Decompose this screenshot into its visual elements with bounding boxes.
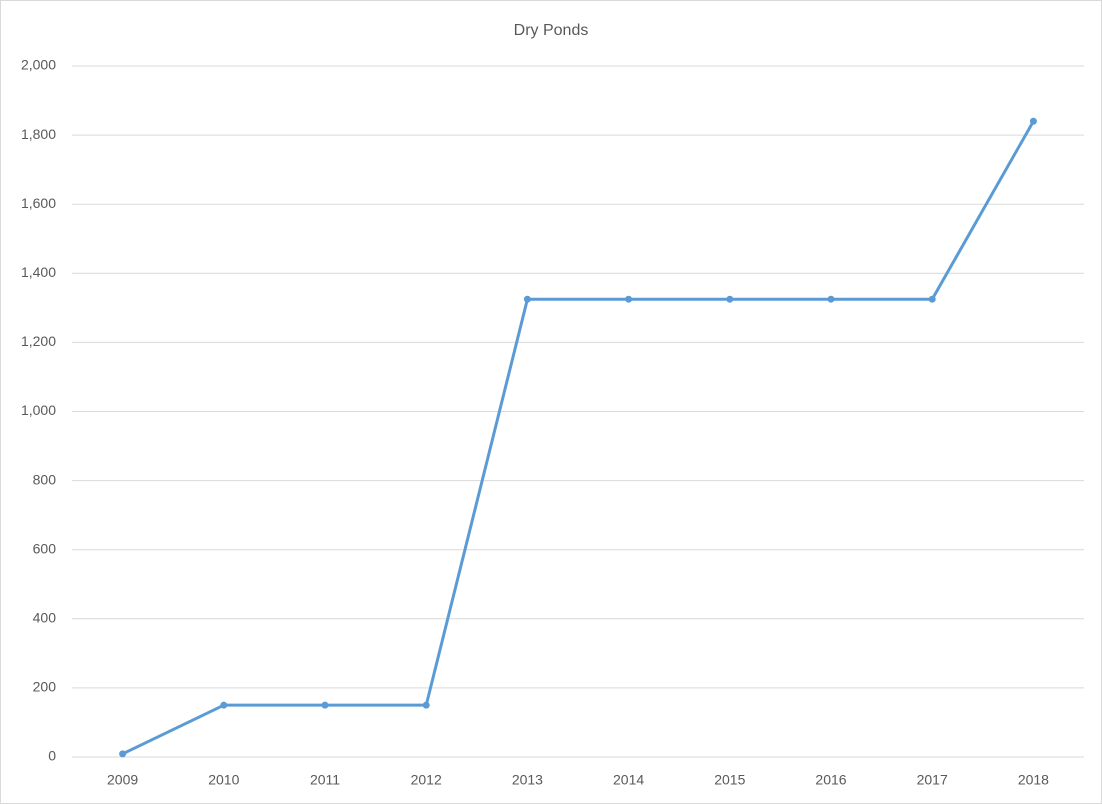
y-tick-label: 2,000: [21, 57, 56, 73]
point: [928, 295, 936, 303]
y-tick-label: 400: [33, 610, 57, 626]
line: [121, 120, 1035, 756]
point: [422, 701, 430, 709]
point: [119, 750, 127, 758]
y-tick-label: 200: [33, 679, 57, 695]
x-tick-label: 2013: [512, 772, 543, 788]
x-tick-label: 2017: [917, 772, 948, 788]
y-tick-label: 600: [33, 540, 57, 556]
x-tick-label: 2018: [1018, 772, 1049, 788]
x-tick-label: 2009: [107, 772, 138, 788]
y-tick-label: 1,800: [21, 126, 56, 142]
y-tick-label: 800: [33, 471, 57, 487]
point: [726, 295, 734, 303]
point: [523, 295, 531, 303]
x-tick-label: 2011: [310, 772, 340, 788]
x-tick-label: 2010: [208, 772, 239, 788]
point: [827, 295, 835, 303]
x-tick-label: 2014: [613, 772, 644, 788]
y-tick-label: 1,000: [21, 402, 56, 418]
point: [1029, 117, 1037, 125]
x-tick-label: 2016: [815, 772, 846, 788]
y-tick-label: 1,400: [21, 264, 56, 280]
point: [321, 701, 329, 709]
y-tick-label: 1,200: [21, 333, 56, 349]
x-tick-label: 2015: [714, 772, 745, 788]
y-tick-label: 0: [48, 748, 56, 764]
chart-title: Dry Ponds: [514, 22, 589, 39]
point: [625, 295, 633, 303]
y-tick-label: 1,600: [21, 195, 56, 211]
x-tick-label: 2012: [411, 772, 442, 788]
point: [220, 701, 228, 709]
